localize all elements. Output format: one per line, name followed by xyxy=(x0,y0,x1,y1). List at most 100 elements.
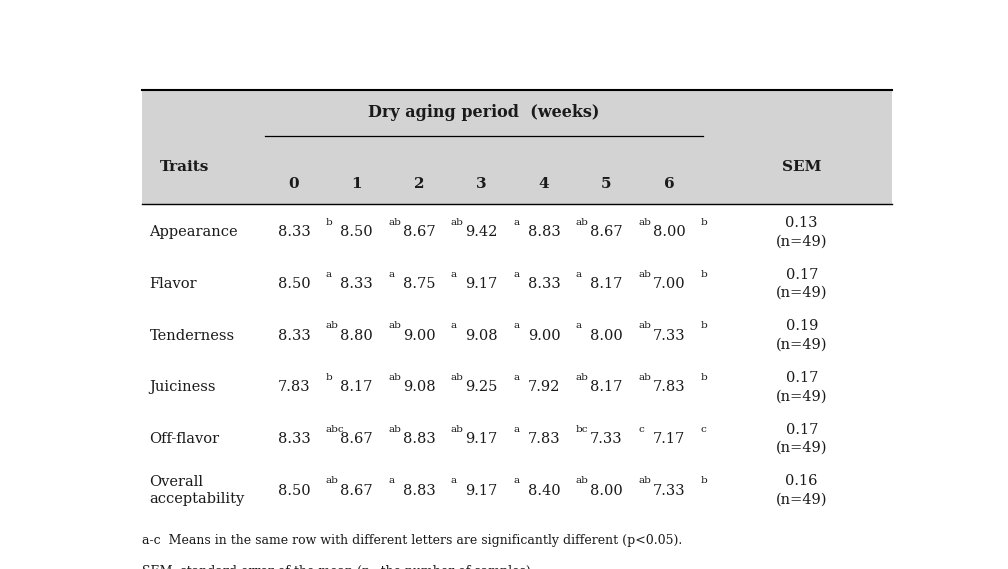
Text: ab: ab xyxy=(638,270,651,279)
Text: bc: bc xyxy=(576,425,589,434)
Text: 7.33: 7.33 xyxy=(590,432,623,446)
Text: ab: ab xyxy=(576,476,589,485)
Text: 0.17
(n=49): 0.17 (n=49) xyxy=(776,267,828,300)
Text: c: c xyxy=(638,425,644,434)
Text: 7.00: 7.00 xyxy=(652,277,685,291)
Text: 9.08: 9.08 xyxy=(402,380,435,394)
Text: 8.83: 8.83 xyxy=(402,484,435,498)
Text: 0.19
(n=49): 0.19 (n=49) xyxy=(776,319,828,352)
Text: ab: ab xyxy=(388,373,401,382)
Text: a: a xyxy=(576,270,582,279)
Text: 8.00: 8.00 xyxy=(590,484,623,498)
Text: 7.17: 7.17 xyxy=(653,432,685,446)
Text: 7.83: 7.83 xyxy=(277,380,310,394)
Text: 8.33: 8.33 xyxy=(277,328,310,343)
Text: 9.08: 9.08 xyxy=(465,328,498,343)
Text: b: b xyxy=(701,321,708,331)
Text: a: a xyxy=(513,321,519,331)
Text: 8.83: 8.83 xyxy=(402,432,435,446)
Text: Appearance: Appearance xyxy=(149,225,238,239)
Text: ab: ab xyxy=(388,218,401,227)
Text: 0.17
(n=49): 0.17 (n=49) xyxy=(776,423,828,455)
Text: Traits: Traits xyxy=(160,160,210,174)
Text: 8.50: 8.50 xyxy=(277,484,310,498)
Text: 8.67: 8.67 xyxy=(340,484,373,498)
Text: Flavor: Flavor xyxy=(149,277,197,291)
Text: 8.50: 8.50 xyxy=(340,225,373,239)
Text: a: a xyxy=(576,321,582,331)
Text: 7.33: 7.33 xyxy=(652,484,685,498)
Text: a: a xyxy=(451,476,457,485)
Text: 8.80: 8.80 xyxy=(340,328,373,343)
Text: 8.83: 8.83 xyxy=(527,225,560,239)
Text: a: a xyxy=(513,218,519,227)
Text: ab: ab xyxy=(451,218,464,227)
Text: 0.16
(n=49): 0.16 (n=49) xyxy=(776,475,828,507)
Text: ab: ab xyxy=(451,425,464,434)
Text: Off-flavor: Off-flavor xyxy=(149,432,220,446)
Text: 9.25: 9.25 xyxy=(466,380,498,394)
Text: 7.92: 7.92 xyxy=(528,380,560,394)
Text: Dry aging period  (weeks): Dry aging period (weeks) xyxy=(368,105,600,121)
Text: 8.67: 8.67 xyxy=(590,225,623,239)
Text: 3: 3 xyxy=(476,178,487,191)
Text: 8.17: 8.17 xyxy=(591,380,623,394)
Text: Overall
acceptability: Overall acceptability xyxy=(149,475,245,506)
Text: a: a xyxy=(451,321,457,331)
Text: a: a xyxy=(326,270,332,279)
Text: 0: 0 xyxy=(288,178,299,191)
Text: a: a xyxy=(513,373,519,382)
Text: ab: ab xyxy=(638,476,651,485)
Text: a: a xyxy=(513,425,519,434)
Text: 9.00: 9.00 xyxy=(402,328,435,343)
Text: 5: 5 xyxy=(601,178,612,191)
Text: b: b xyxy=(701,476,708,485)
Text: 4: 4 xyxy=(538,178,549,191)
Text: 8.75: 8.75 xyxy=(403,277,435,291)
Text: abc: abc xyxy=(326,425,345,434)
Text: 1: 1 xyxy=(351,178,362,191)
Text: 8.33: 8.33 xyxy=(277,432,310,446)
Text: 7.33: 7.33 xyxy=(652,328,685,343)
Text: 0.17
(n=49): 0.17 (n=49) xyxy=(776,371,828,403)
Text: a: a xyxy=(388,270,394,279)
Bar xyxy=(141,90,891,204)
Text: Tenderness: Tenderness xyxy=(149,328,235,343)
Text: ab: ab xyxy=(326,476,339,485)
Text: b: b xyxy=(326,373,333,382)
Text: 7.83: 7.83 xyxy=(652,380,685,394)
Text: 2: 2 xyxy=(413,178,424,191)
Text: SEM, standard error of the mean (n=the number of samples).: SEM, standard error of the mean (n=the n… xyxy=(141,564,534,569)
Text: ab: ab xyxy=(576,218,589,227)
Text: 9.17: 9.17 xyxy=(466,432,498,446)
Text: 8.00: 8.00 xyxy=(652,225,685,239)
Text: Juiciness: Juiciness xyxy=(149,380,216,394)
Text: 6: 6 xyxy=(663,178,674,191)
Text: 8.40: 8.40 xyxy=(527,484,560,498)
Text: 8.33: 8.33 xyxy=(277,225,310,239)
Text: 8.17: 8.17 xyxy=(591,277,623,291)
Text: 9.00: 9.00 xyxy=(527,328,560,343)
Text: 8.33: 8.33 xyxy=(340,277,373,291)
Text: c: c xyxy=(701,425,707,434)
Text: ab: ab xyxy=(326,321,339,331)
Text: ab: ab xyxy=(576,373,589,382)
Text: ab: ab xyxy=(388,321,401,331)
Text: b: b xyxy=(326,218,333,227)
Text: b: b xyxy=(701,270,708,279)
Text: a: a xyxy=(513,476,519,485)
Text: ab: ab xyxy=(638,218,651,227)
Text: 9.42: 9.42 xyxy=(466,225,498,239)
Text: 8.33: 8.33 xyxy=(527,277,560,291)
Text: b: b xyxy=(701,218,708,227)
Text: b: b xyxy=(701,373,708,382)
Text: 8.67: 8.67 xyxy=(402,225,435,239)
Text: 9.17: 9.17 xyxy=(466,484,498,498)
Text: ab: ab xyxy=(388,425,401,434)
Text: 8.17: 8.17 xyxy=(341,380,373,394)
Text: SEM: SEM xyxy=(782,160,822,174)
Text: a: a xyxy=(388,476,394,485)
Text: 8.67: 8.67 xyxy=(340,432,373,446)
Text: 9.17: 9.17 xyxy=(466,277,498,291)
Text: 8.50: 8.50 xyxy=(277,277,310,291)
